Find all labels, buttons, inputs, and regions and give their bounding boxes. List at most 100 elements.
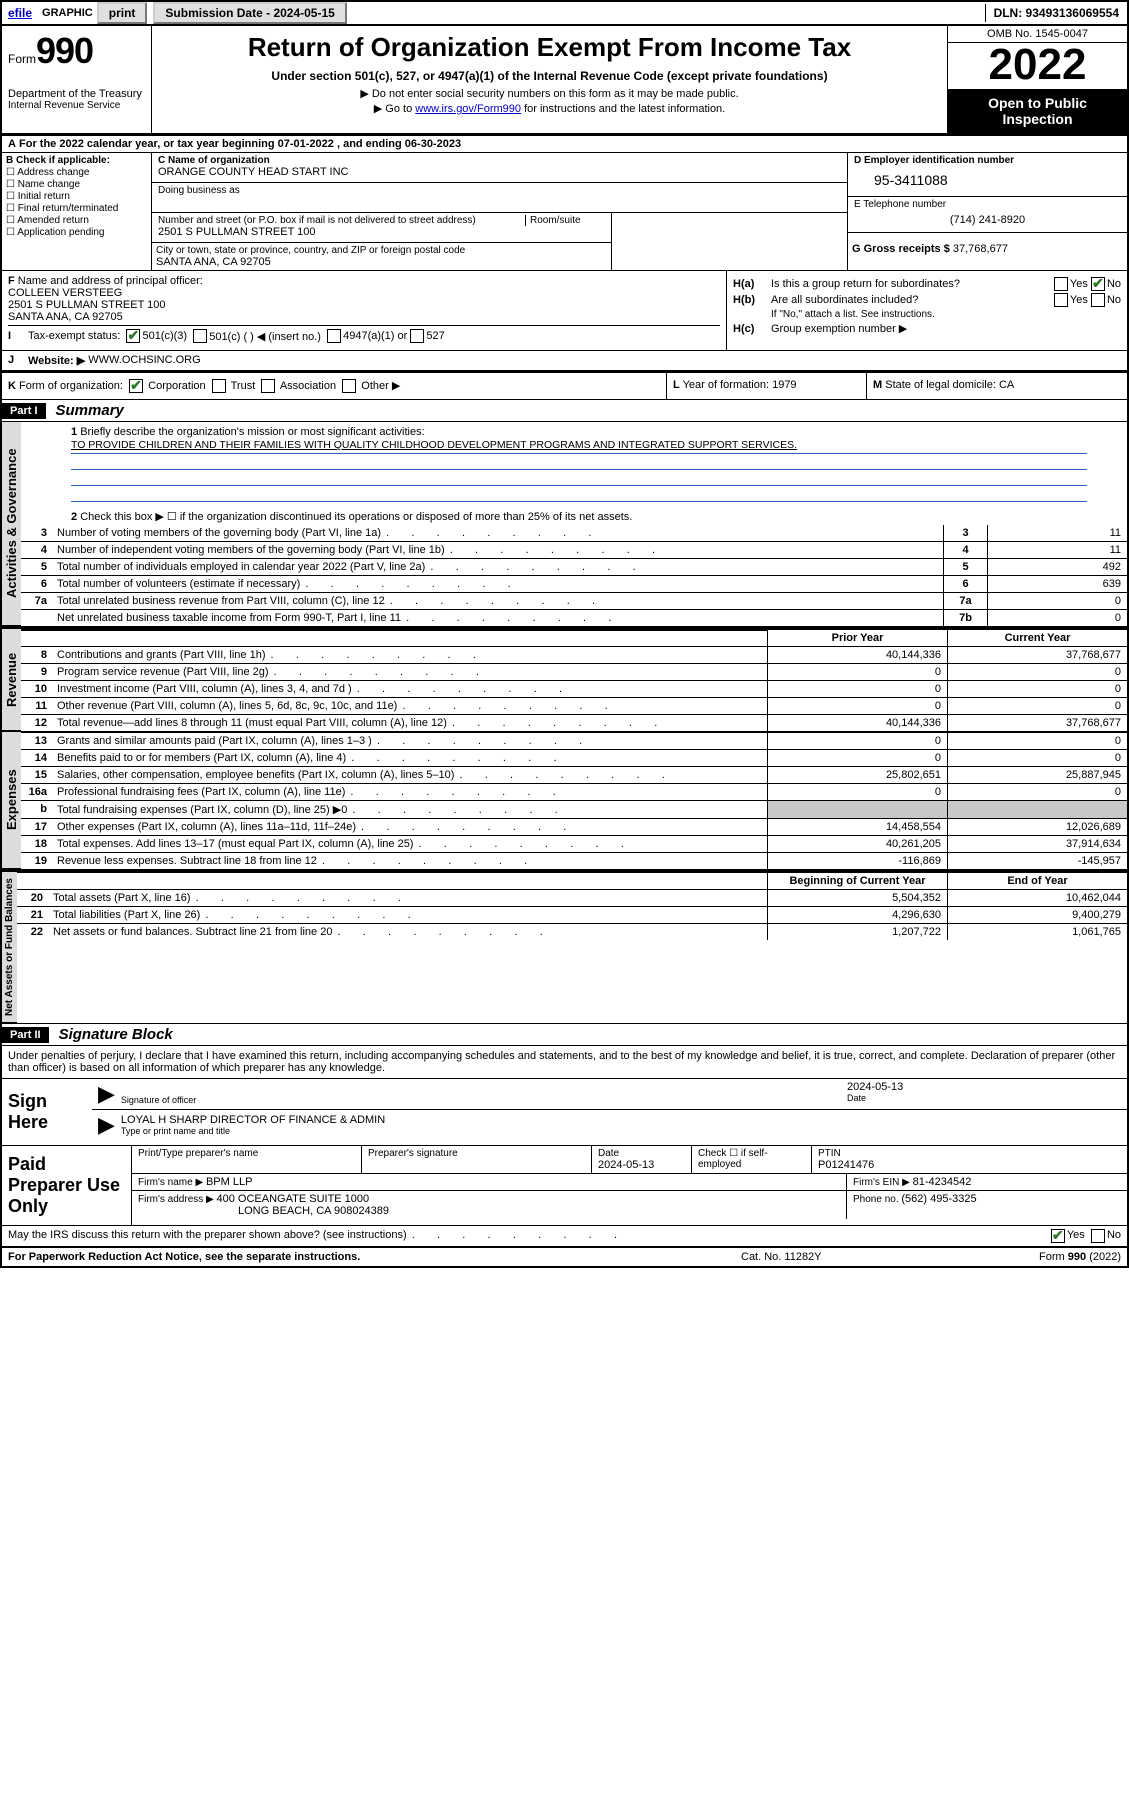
irs-link[interactable]: www.irs.gov/Form990 bbox=[415, 103, 521, 115]
j-text: Website: ▶ bbox=[28, 354, 85, 367]
phone-label: E Telephone number bbox=[854, 199, 1121, 210]
department-label: Department of the Treasury bbox=[8, 88, 145, 100]
officer-addr2: SANTA ANA, CA 92705 bbox=[8, 311, 123, 323]
graphic-label: GRAPHIC bbox=[38, 5, 97, 21]
tax-year: 2022 bbox=[948, 43, 1127, 89]
dln-label: DLN: 93493136069554 bbox=[985, 4, 1127, 22]
city-label: City or town, state or province, country… bbox=[156, 245, 607, 256]
fin-line: 9Program service revenue (Part VIII, lin… bbox=[21, 663, 1127, 680]
fin-line: 16aProfessional fundraising fees (Part I… bbox=[21, 783, 1127, 800]
chk-amended[interactable]: ☐ Amended return bbox=[6, 215, 147, 226]
fin-line: 22Net assets or fund balances. Subtract … bbox=[17, 923, 1127, 940]
chk-hb-no[interactable] bbox=[1091, 293, 1105, 307]
line1-text: Briefly describe the organization's miss… bbox=[80, 426, 424, 438]
chk-corp[interactable] bbox=[129, 379, 143, 393]
street-address: 2501 S PULLMAN STREET 100 bbox=[158, 226, 605, 238]
ein-label: D Employer identification number bbox=[854, 155, 1121, 166]
ptin-label: PTIN bbox=[818, 1148, 1121, 1159]
col-prior-year: Prior Year bbox=[767, 630, 947, 646]
l-label: L bbox=[673, 379, 680, 391]
chk-application-pending[interactable]: ☐ Application pending bbox=[6, 227, 147, 238]
chk-may-yes[interactable] bbox=[1051, 1229, 1065, 1243]
chk-527[interactable] bbox=[410, 329, 424, 343]
fin-line: 20Total assets (Part X, line 16)5,504,35… bbox=[17, 889, 1127, 906]
chk-final-return[interactable]: ☐ Final return/terminated bbox=[6, 203, 147, 214]
vtab-expenses: Expenses bbox=[2, 732, 21, 869]
chk-assoc[interactable] bbox=[261, 379, 275, 393]
form-number: 990 bbox=[36, 30, 93, 71]
i-label: I bbox=[8, 330, 28, 342]
dba-label: Doing business as bbox=[158, 185, 841, 196]
fin-line: 15Salaries, other compensation, employee… bbox=[21, 766, 1127, 783]
submission-date-button[interactable]: Submission Date - 2024-05-15 bbox=[153, 2, 346, 24]
hc-text: Group exemption number ▶ bbox=[771, 322, 907, 335]
chk-initial-return[interactable]: ☐ Initial return bbox=[6, 191, 147, 202]
gov-line: 3Number of voting members of the governi… bbox=[21, 525, 1127, 541]
part-i-header: Part I bbox=[2, 403, 46, 419]
website-value: WWW.OCHSINC.ORG bbox=[88, 354, 200, 367]
ha-label: H(a) bbox=[733, 278, 771, 290]
ein-value: 95-3411088 bbox=[854, 166, 1121, 194]
room-label: Room/suite bbox=[525, 215, 605, 226]
officer-addr1: 2501 S PULLMAN STREET 100 bbox=[8, 299, 166, 311]
chk-trust[interactable] bbox=[212, 379, 226, 393]
chk-hb-yes[interactable] bbox=[1054, 293, 1068, 307]
fin-line: 18Total expenses. Add lines 13–17 (must … bbox=[21, 835, 1127, 852]
m-label: M bbox=[873, 379, 882, 391]
line-a: A For the 2022 calendar year, or tax yea… bbox=[2, 136, 1127, 153]
col-beginning-year: Beginning of Current Year bbox=[767, 873, 947, 889]
form-title: Return of Organization Exempt From Incom… bbox=[162, 32, 937, 63]
fin-line: 8Contributions and grants (Part VIII, li… bbox=[21, 646, 1127, 663]
open-public-badge: Open to PublicInspection bbox=[948, 89, 1127, 133]
prep-date: 2024-05-13 bbox=[598, 1159, 685, 1171]
irs-label: Internal Revenue Service bbox=[8, 100, 145, 111]
paid-preparer-label: Paid Preparer Use Only bbox=[2, 1146, 132, 1225]
firm-addr2: LONG BEACH, CA 908024389 bbox=[138, 1205, 389, 1217]
chk-501c3[interactable] bbox=[126, 329, 140, 343]
chk-4947[interactable] bbox=[327, 329, 341, 343]
vtab-net-assets: Net Assets or Fund Balances bbox=[2, 872, 17, 1023]
fin-line: bTotal fundraising expenses (Part IX, co… bbox=[21, 800, 1127, 818]
state-domicile: CA bbox=[999, 379, 1014, 391]
line2-text: Check this box ▶ ☐ if the organization d… bbox=[80, 511, 632, 523]
chk-other[interactable] bbox=[342, 379, 356, 393]
chk-ha-no[interactable] bbox=[1091, 277, 1105, 291]
fin-line: 14Benefits paid to or for members (Part … bbox=[21, 749, 1127, 766]
paperwork-notice: For Paperwork Reduction Act Notice, see … bbox=[8, 1251, 741, 1263]
i-text: Tax-exempt status: bbox=[28, 330, 120, 342]
org-name: ORANGE COUNTY HEAD START INC bbox=[158, 166, 841, 178]
hb-text: Are all subordinates included? bbox=[771, 294, 1054, 306]
gross-receipts-label: G Gross receipts $ bbox=[852, 243, 953, 255]
street-label: Number and street (or P.O. box if mail i… bbox=[158, 215, 525, 226]
print-button[interactable]: print bbox=[97, 2, 148, 24]
form-subtitle: Under section 501(c), 527, or 4947(a)(1)… bbox=[162, 69, 937, 83]
line1-n: 1 bbox=[71, 426, 77, 438]
chk-ha-yes[interactable] bbox=[1054, 277, 1068, 291]
declaration-text: Under penalties of perjury, I declare th… bbox=[2, 1046, 1127, 1078]
mission-text: TO PROVIDE CHILDREN AND THEIR FAMILIES W… bbox=[71, 439, 797, 451]
firm-phone: (562) 495-3325 bbox=[901, 1193, 976, 1205]
hb-note: If "No," attach a list. See instructions… bbox=[733, 309, 1121, 320]
chk-may-no[interactable] bbox=[1091, 1229, 1105, 1243]
firm-ein: 81-4234542 bbox=[913, 1176, 972, 1188]
firm-addr1: 400 OCEANGATE SUITE 1000 bbox=[217, 1193, 370, 1205]
top-bar: efile GRAPHIC print Submission Date - 20… bbox=[2, 2, 1127, 26]
prep-date-label: Date bbox=[598, 1148, 685, 1159]
year-formation: 1979 bbox=[772, 379, 796, 391]
chk-501c[interactable] bbox=[193, 329, 207, 343]
efile-link[interactable]: efile bbox=[2, 4, 38, 22]
part-ii-header: Part II bbox=[2, 1027, 49, 1043]
hc-label: H(c) bbox=[733, 323, 771, 335]
form-header: Form990 Department of the Treasury Inter… bbox=[2, 26, 1127, 136]
col-current-year: Current Year bbox=[947, 630, 1127, 646]
org-name-label: C Name of organization bbox=[158, 155, 841, 166]
chk-name-change[interactable]: ☐ Name change bbox=[6, 179, 147, 190]
col-end-year: End of Year bbox=[947, 873, 1127, 889]
part-ii-title: Signature Block bbox=[49, 1024, 183, 1045]
vtab-governance: Activities & Governance bbox=[2, 422, 21, 626]
officer-name: COLLEEN VERSTEEG bbox=[8, 287, 122, 299]
fin-line: 17Other expenses (Part IX, column (A), l… bbox=[21, 818, 1127, 835]
chk-address-change[interactable]: ☐ Address change bbox=[6, 167, 147, 178]
prep-sig-label: Preparer's signature bbox=[368, 1148, 585, 1159]
sig-date: 2024-05-13 bbox=[847, 1081, 1127, 1093]
